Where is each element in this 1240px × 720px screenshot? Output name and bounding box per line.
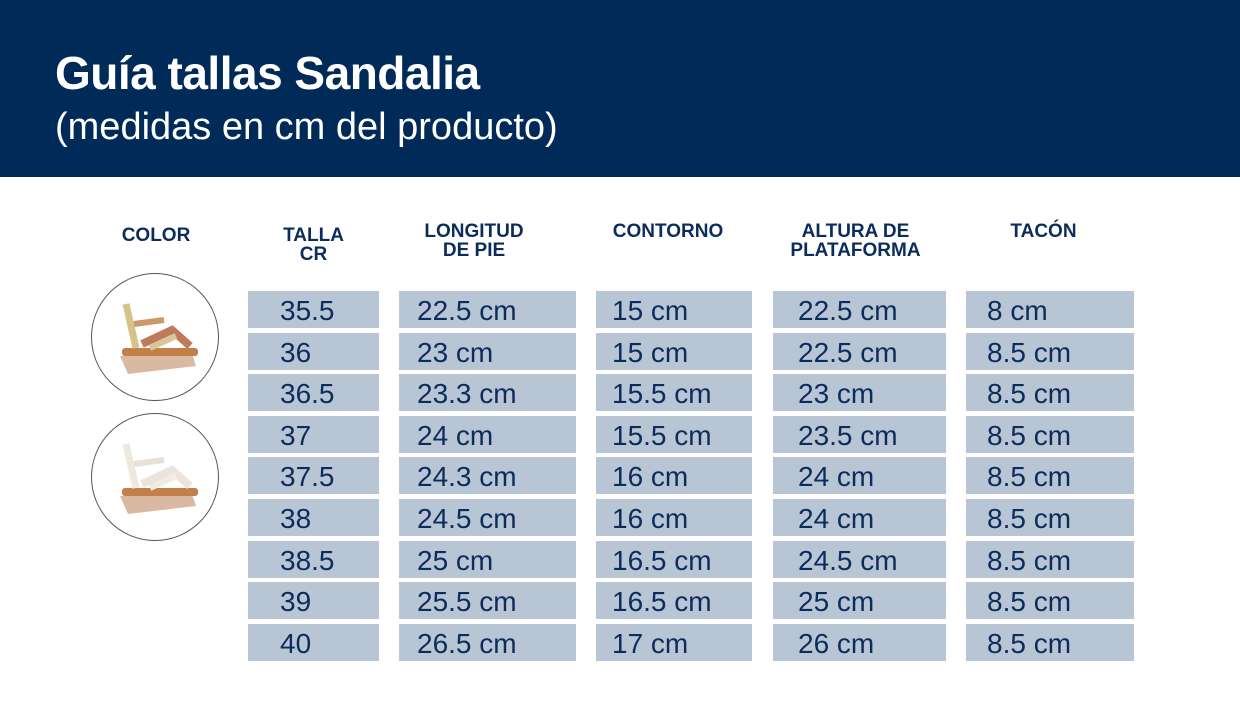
cell-contorno: 15 cm xyxy=(596,291,752,328)
cell-longitud: 23 cm xyxy=(399,332,576,370)
cell-tacon: 8.5 cm xyxy=(966,457,1134,495)
header-longitud: LONGITUD DE PIE xyxy=(424,221,524,261)
header-color: COLOR xyxy=(121,225,191,246)
cell-contorno: 16 cm xyxy=(596,498,752,536)
cell-tacon: 8.5 cm xyxy=(966,623,1134,661)
cell-tacon: 8.5 cm xyxy=(966,582,1134,620)
cell-talla: 36.5 xyxy=(248,374,379,412)
column-tacon: 8 cm 8.5 cm 8.5 cm 8.5 cm 8.5 cm 8.5 cm 8.5 cm… xyxy=(966,291,1134,665)
cell-talla: 38.5 xyxy=(248,540,379,578)
header-contorno: CONTORNO xyxy=(612,221,724,242)
header-tacon: TACÓN xyxy=(1010,221,1077,242)
cell-talla: 37 xyxy=(248,415,379,453)
header-talla: TALLA CR xyxy=(283,225,344,265)
cell-talla: 39 xyxy=(248,582,379,620)
cell-contorno: 17 cm xyxy=(596,623,752,661)
sandal-metallic-icon xyxy=(120,303,198,374)
cell-contorno: 15 cm xyxy=(596,332,752,370)
cell-tacon: 8.5 cm xyxy=(966,498,1134,536)
cell-talla: 37.5 xyxy=(248,457,379,495)
column-contorno: 15 cm 15 cm 15.5 cm 15.5 cm 16 cm 16 cm 16.5 c… xyxy=(596,291,752,665)
cell-altura: 22.5 cm xyxy=(773,291,946,328)
cell-contorno: 15.5 cm xyxy=(596,374,752,412)
column-longitud: 22.5 cm 23 cm 23.3 cm 24 cm 24.3 cm 24.5 cm 25… xyxy=(399,291,576,665)
cell-tacon: 8.5 cm xyxy=(966,540,1134,578)
cell-longitud: 24.5 cm xyxy=(399,498,576,536)
cell-contorno: 15.5 cm xyxy=(596,415,752,453)
sandal-white-icon xyxy=(120,443,198,514)
cell-contorno: 16 cm xyxy=(596,457,752,495)
cell-talla: 38 xyxy=(248,498,379,536)
cell-tacon: 8 cm xyxy=(966,291,1134,328)
color-swatch-metallic xyxy=(91,273,219,401)
column-talla: 35.5 36 36.5 37 37.5 38 38.5 39 40 xyxy=(248,291,379,665)
cell-altura: 24 cm xyxy=(773,498,946,536)
header-altura: ALTURA DE PLATAFORMA xyxy=(790,221,921,261)
cell-longitud: 26.5 cm xyxy=(399,623,576,661)
cell-talla: 36 xyxy=(248,332,379,370)
color-swatch-white xyxy=(91,413,219,541)
cell-contorno: 16.5 cm xyxy=(596,540,752,578)
cell-talla: 35.5 xyxy=(248,291,379,328)
cell-tacon: 8.5 cm xyxy=(966,374,1134,412)
cell-altura: 25 cm xyxy=(773,582,946,620)
cell-talla: 40 xyxy=(248,623,379,661)
cell-longitud: 25.5 cm xyxy=(399,582,576,620)
cell-altura: 26 cm xyxy=(773,623,946,661)
cell-altura: 22.5 cm xyxy=(773,332,946,370)
column-altura: 22.5 cm 22.5 cm 23 cm 23.5 cm 24 cm 24 cm 24.5… xyxy=(773,291,946,665)
cell-tacon: 8.5 cm xyxy=(966,415,1134,453)
cell-longitud: 22.5 cm xyxy=(399,291,576,328)
cell-altura: 24.5 cm xyxy=(773,540,946,578)
cell-longitud: 24.3 cm xyxy=(399,457,576,495)
cell-altura: 23 cm xyxy=(773,374,946,412)
header-banner: Guía tallas Sandalia (medidas en cm del … xyxy=(0,0,1240,177)
page-title: Guía tallas Sandalia xyxy=(55,47,480,99)
cell-altura: 24 cm xyxy=(773,457,946,495)
page-subtitle: (medidas en cm del producto) xyxy=(55,106,558,148)
cell-contorno: 16.5 cm xyxy=(596,582,752,620)
cell-longitud: 24 cm xyxy=(399,415,576,453)
cell-longitud: 25 cm xyxy=(399,540,576,578)
cell-tacon: 8.5 cm xyxy=(966,332,1134,370)
cell-altura: 23.5 cm xyxy=(773,415,946,453)
cell-longitud: 23.3 cm xyxy=(399,374,576,412)
